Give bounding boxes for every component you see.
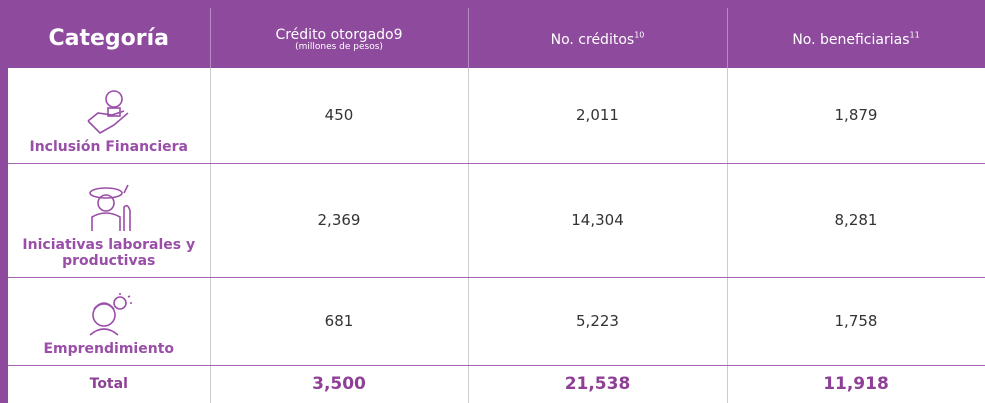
category-cell: Iniciativas laborales y productivas xyxy=(8,163,211,278)
cell: 2,011 xyxy=(468,68,728,164)
row: Iniciativas laborales y productivas 2,36… xyxy=(8,163,985,278)
header-row: Categoría Crédito otorgado9 (millones de … xyxy=(8,8,985,68)
category-label: Emprendimiento xyxy=(43,340,175,357)
footnote-mark: 11 xyxy=(909,30,920,40)
cell: 2,369 xyxy=(210,163,469,278)
frame xyxy=(0,0,985,8)
icon xyxy=(89,292,132,336)
header-cell: Categoría xyxy=(8,8,211,68)
footnote-mark: 10 xyxy=(634,30,645,40)
total-cell: 11,918 xyxy=(727,365,985,403)
header-unit: (millones de pesos) xyxy=(295,42,383,52)
header-text: Crédito otorgado9 xyxy=(275,27,403,43)
header-cell: No. beneficiarias11 xyxy=(727,8,985,68)
total-row: Total 3,500 21,538 11,918 xyxy=(8,365,985,403)
cell: 8,281 xyxy=(727,163,985,278)
total-cell: 21,538 xyxy=(468,365,728,403)
cell: 14,304 xyxy=(468,163,728,278)
category-cell: Emprendimiento xyxy=(8,277,211,366)
cell: 450 xyxy=(210,68,469,164)
category-label: Inclusión Financiera xyxy=(29,138,189,155)
header-cell: No. créditos10 xyxy=(468,8,728,68)
category-cell: Inclusión Financiera xyxy=(8,68,211,164)
total-label: Total xyxy=(8,365,211,403)
row: Inclusión Financiera 450 2,011 1,879 xyxy=(8,68,985,164)
icon xyxy=(87,89,129,134)
header-text: No. beneficiarias xyxy=(792,31,910,48)
cell: 5,223 xyxy=(468,277,728,366)
data-table: Categoría Crédito otorgado9 (millones de … xyxy=(8,8,985,403)
header-cell: Crédito otorgado9 (millones de pesos) xyxy=(210,8,469,68)
header-text: No. créditos xyxy=(550,31,635,48)
frame xyxy=(0,0,8,403)
cell: 1,879 xyxy=(727,68,985,164)
icon xyxy=(88,184,131,231)
cell: 681 xyxy=(210,277,469,366)
total-cell: 3,500 xyxy=(210,365,469,403)
row: Emprendimiento 681 5,223 1,758 xyxy=(8,277,985,366)
category-label: Iniciativas laborales y productivas xyxy=(22,236,196,269)
cell: 1,758 xyxy=(727,277,985,366)
